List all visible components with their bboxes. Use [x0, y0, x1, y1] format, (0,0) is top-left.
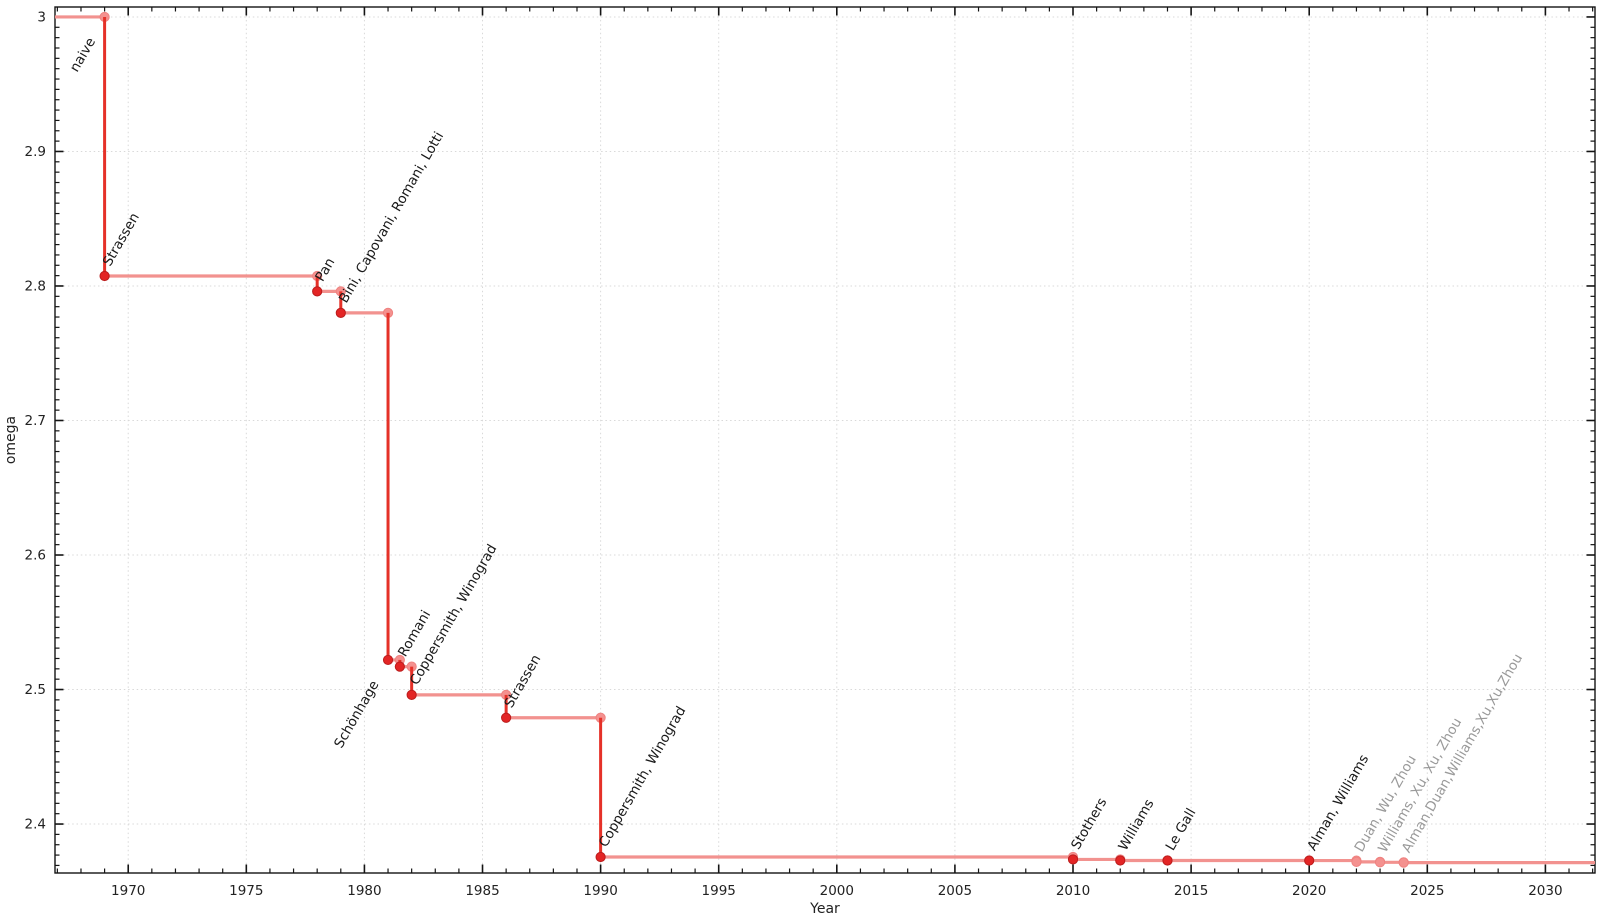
- y-tick-label: 2.5: [25, 682, 46, 698]
- discovery-marker: [335, 307, 346, 318]
- discovery-marker: [501, 712, 512, 723]
- discovery-marker: [406, 689, 417, 701]
- x-tick-label: 1975: [229, 883, 263, 899]
- discovery-marker: [1398, 857, 1409, 868]
- x-tick-label: 2005: [938, 883, 972, 899]
- discovery-marker: [1162, 855, 1173, 866]
- y-tick-label: 2.6: [25, 548, 46, 564]
- x-tick-label: 1970: [111, 883, 145, 899]
- y-tick-label: 3: [37, 9, 46, 25]
- y-tick-label: 2.4: [25, 817, 46, 833]
- x-tick-label: 2030: [1528, 883, 1562, 899]
- discovery-marker: [394, 661, 405, 672]
- discovery-marker: [1374, 857, 1386, 868]
- x-tick-label: 1985: [465, 883, 499, 899]
- discovery-marker: [1115, 855, 1126, 866]
- discovery-marker: [382, 654, 394, 666]
- x-tick-label: 2025: [1410, 883, 1444, 899]
- y-tick-label: 2.9: [25, 144, 46, 160]
- discovery-marker: [1304, 855, 1315, 866]
- x-tick-label: 2000: [820, 883, 854, 899]
- x-tick-label: 2020: [1292, 883, 1326, 899]
- x-tick-label: 1980: [347, 883, 381, 899]
- x-tick-label: 1990: [583, 883, 617, 899]
- discovery-marker: [99, 270, 110, 282]
- y-tick-label: 2.7: [25, 413, 46, 429]
- discovery-marker: [595, 851, 606, 863]
- discovery-marker: [1351, 856, 1362, 867]
- y-tick-label: 2.8: [25, 278, 46, 294]
- discovery-marker: [1067, 854, 1079, 865]
- discovery-marker: [312, 286, 323, 297]
- x-tick-label: 2010: [1056, 883, 1090, 899]
- plot-border: [54, 6, 1596, 874]
- x-tick-label: 2015: [1174, 883, 1208, 899]
- yaxis-title: omega: [3, 416, 19, 464]
- x-tick-label: 1995: [702, 883, 736, 899]
- xaxis-title: Year: [809, 901, 840, 917]
